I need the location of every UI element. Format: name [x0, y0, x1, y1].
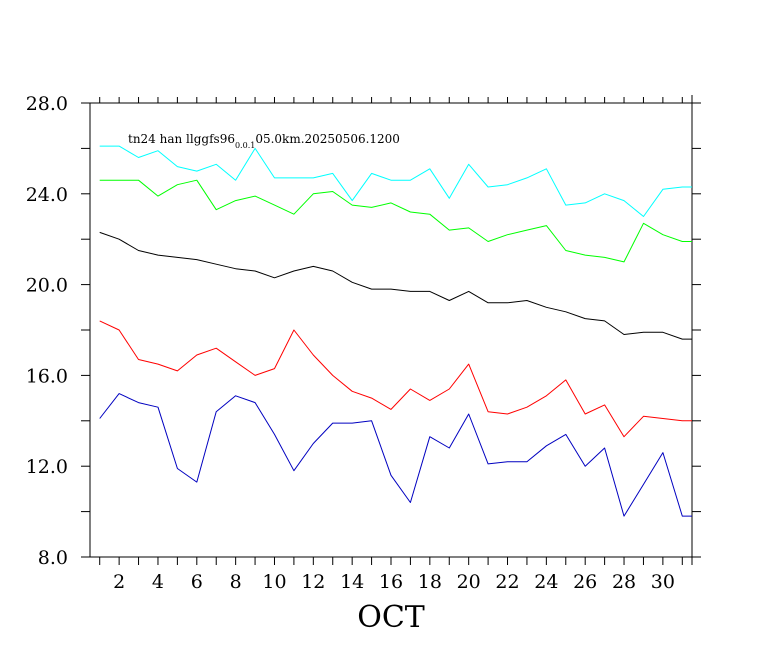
axis-ticks: [81, 97, 701, 565]
y-tick-label: 24.0: [26, 184, 68, 206]
series-line-3: [99, 231, 692, 340]
series-line-4: [99, 320, 692, 438]
y-tick-label: 28.0: [26, 93, 68, 115]
chart-title: tn24 han llggfs960.0.105.0km.20250506.12…: [128, 132, 400, 150]
y-tick-label: 20.0: [26, 275, 68, 297]
series-line-1: [99, 145, 692, 217]
x-tick-label: 26: [573, 571, 597, 593]
x-tick-label: 28: [612, 571, 636, 593]
x-tick-label: 14: [340, 571, 364, 593]
x-tick-label: 24: [534, 571, 558, 593]
x-tick-label: 2: [113, 571, 125, 593]
x-tick-label: 8: [230, 571, 242, 593]
data-series: [99, 145, 692, 517]
x-tick-label: 4: [152, 571, 164, 593]
x-tick-label: 20: [457, 571, 481, 593]
series-line-2: [99, 179, 692, 263]
y-tick-label: 8.0: [38, 547, 68, 569]
x-axis-label: OCT: [357, 600, 425, 635]
x-tick-label: 22: [495, 571, 519, 593]
plot-frame: [89, 102, 693, 558]
y-tick-label: 16.0: [26, 365, 68, 387]
x-tick-label: 6: [191, 571, 203, 593]
x-tick-label: 16: [379, 571, 403, 593]
x-tick-label: 12: [301, 571, 325, 593]
x-tick-label: 18: [418, 571, 442, 593]
axis-tick-labels: 2 4 6 8 10 12 14 16 18 20 22 24 26 28 308.012.016.020.…: [26, 93, 675, 593]
x-tick-label: 30: [651, 571, 675, 593]
series-line-5: [99, 393, 692, 517]
x-tick-label: 10: [262, 571, 286, 593]
y-tick-label: 12.0: [26, 456, 68, 478]
